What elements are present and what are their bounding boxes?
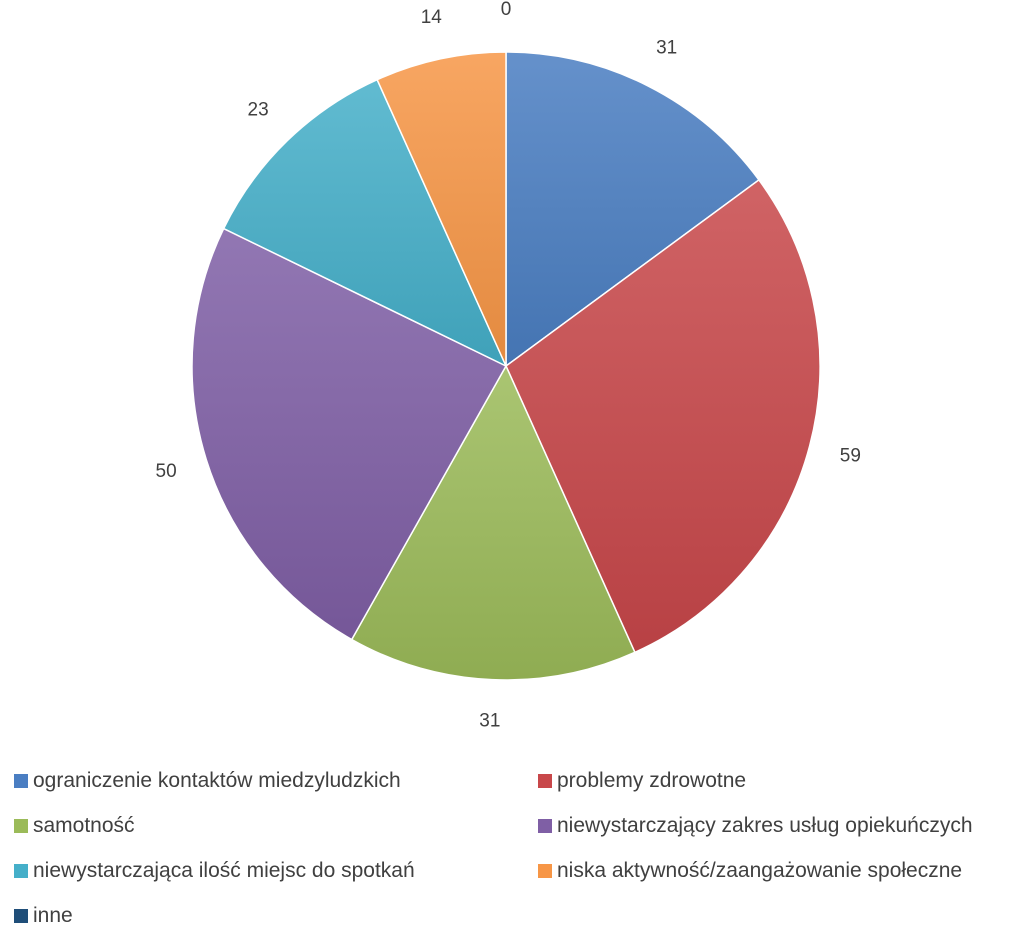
legend-label: ograniczenie kontaktów miedzyludzkich (33, 769, 401, 792)
legend-label: niewystarczająca ilość miejsc do spotkań (33, 859, 415, 882)
legend-label: niska aktywność/zaangażowanie społeczne (557, 859, 963, 882)
legend-item: problemy zdrowotne (538, 766, 746, 796)
legend-swatch (538, 819, 552, 833)
legend-swatch (538, 774, 552, 788)
legend-item: ograniczenie kontaktów miedzyludzkich (14, 766, 401, 796)
pie-slice (505, 51, 760, 368)
pie-chart: 31 59 31 50 23 14 0 (156, 0, 861, 732)
data-label: 59 (840, 445, 861, 466)
data-labels: 31 59 31 50 23 14 0 (156, 0, 861, 732)
data-label: 50 (156, 461, 177, 482)
pie-slice (191, 227, 508, 641)
legend-label: niewystarczający zakres usług opiekuńczy… (557, 814, 973, 837)
data-label: 0 (501, 0, 512, 20)
legend-item: niewystarczająca ilość miejsc do spotkań (14, 856, 415, 886)
data-label: 31 (479, 711, 500, 732)
pie-slice (505, 178, 821, 654)
pie-slice (222, 78, 508, 368)
pie-slice (376, 51, 507, 367)
legend-swatch (14, 774, 28, 788)
legend-swatch (14, 909, 28, 923)
legend-label: samotność (33, 814, 135, 837)
data-label: 31 (656, 37, 677, 58)
legend-item: niewystarczający zakres usług opiekuńczy… (538, 811, 973, 841)
legend-item: niska aktywność/zaangażowanie społeczne (538, 856, 962, 886)
legend-item: inne (14, 901, 73, 931)
legend-swatch (538, 864, 552, 878)
legend-item: samotność (14, 811, 135, 841)
data-label: 23 (248, 100, 269, 121)
pie-slices (191, 51, 821, 681)
legend-swatch (14, 864, 28, 878)
legend-label: problemy zdrowotne (557, 769, 747, 792)
legend-label: inne (33, 904, 73, 927)
legend-swatch (14, 819, 28, 833)
data-label: 14 (421, 7, 443, 28)
pie-slice (350, 364, 636, 681)
